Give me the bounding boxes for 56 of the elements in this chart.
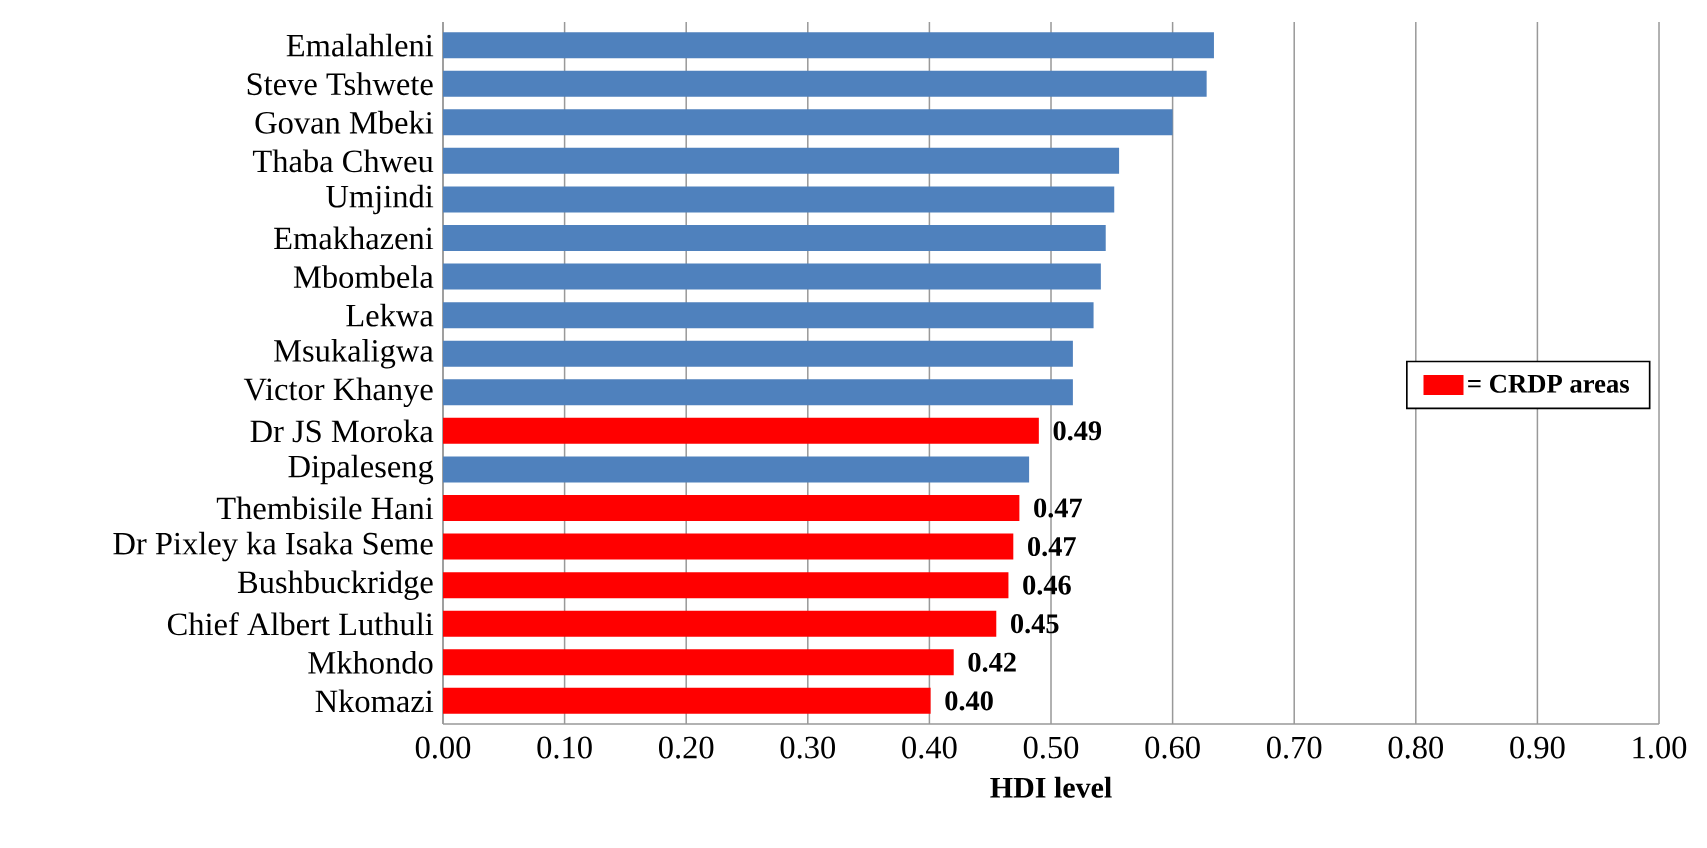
- y-tick-label: Emalahleni: [286, 33, 434, 57]
- x-tick-label: 0.20: [658, 736, 714, 759]
- y-tick-label: Msukaligwa: [274, 338, 434, 369]
- bar: [443, 572, 1009, 599]
- x-tick-label: 0.40: [902, 736, 957, 759]
- bar: [443, 379, 1073, 406]
- bar: [443, 456, 1030, 483]
- x-tick-label: 0.80: [1388, 736, 1443, 759]
- y-tick-label: Thembisile Hani: [216, 496, 434, 520]
- x-tick-label: 0.90: [1510, 736, 1565, 759]
- data-label: 0.49: [1053, 421, 1102, 441]
- bar: [443, 610, 997, 637]
- bar: [443, 186, 1115, 213]
- x-tick-label: 0.60: [1145, 736, 1200, 759]
- y-tick-label: Mbombela: [293, 265, 434, 289]
- bar: [443, 225, 1106, 251]
- x-tick-label: 0.50: [1023, 736, 1079, 759]
- y-tick-label: Lekwa: [346, 303, 434, 327]
- data-label: 0.46: [1023, 575, 1071, 595]
- y-tick-label: Bushbuckridge: [237, 570, 433, 600]
- y-tick-label: Nkomazi: [315, 689, 434, 713]
- y-tick-label: Dr Pixley ka Isaka Seme: [113, 531, 433, 562]
- bar: [443, 340, 1073, 367]
- data-label: 0.42: [968, 652, 1016, 672]
- y-tick-label: Govan Mbeki: [255, 110, 434, 134]
- data-label: 0.47: [1028, 536, 1076, 557]
- bar: [443, 147, 1120, 174]
- x-tick-label: 0.30: [780, 736, 835, 759]
- x-tick-label: 0.10: [537, 736, 592, 759]
- bar: [443, 70, 1207, 97]
- bar: [443, 302, 1094, 329]
- bar: [443, 649, 954, 676]
- y-tick-label: Emakhazeni: [274, 226, 434, 250]
- y-tick-label: Thaba Chweu: [252, 149, 434, 173]
- bar: [443, 533, 1014, 560]
- y-tick-label: Dr JS Moroka: [250, 419, 434, 443]
- bar: [443, 109, 1173, 136]
- data-label: 0.45: [1011, 614, 1059, 634]
- bar: [443, 417, 1039, 444]
- y-tick-label: Mkhondo: [308, 650, 433, 674]
- legend-label: = CRDP areas: [1468, 374, 1630, 393]
- bar: [443, 32, 1214, 59]
- x-tick-label: 0.00: [415, 736, 471, 759]
- x-tick-label: 0.70: [1267, 736, 1322, 759]
- bar: [443, 687, 931, 714]
- y-tick-label: Dipaleseng: [288, 454, 434, 485]
- y-tick-label: Chief Albert Luthuli: [167, 612, 434, 636]
- y-tick-label: Victor Khanye: [243, 377, 433, 408]
- data-label: 0.40: [945, 691, 993, 711]
- bar: [443, 263, 1101, 290]
- data-label: 0.47: [1034, 498, 1082, 518]
- y-tick-label: Umjindi: [326, 184, 434, 215]
- bar: [443, 495, 1020, 522]
- x-axis-title: HDI level: [990, 776, 1112, 798]
- y-tick-label: Steve Tshwete: [247, 72, 433, 96]
- x-tick-label: 1.00: [1633, 736, 1687, 759]
